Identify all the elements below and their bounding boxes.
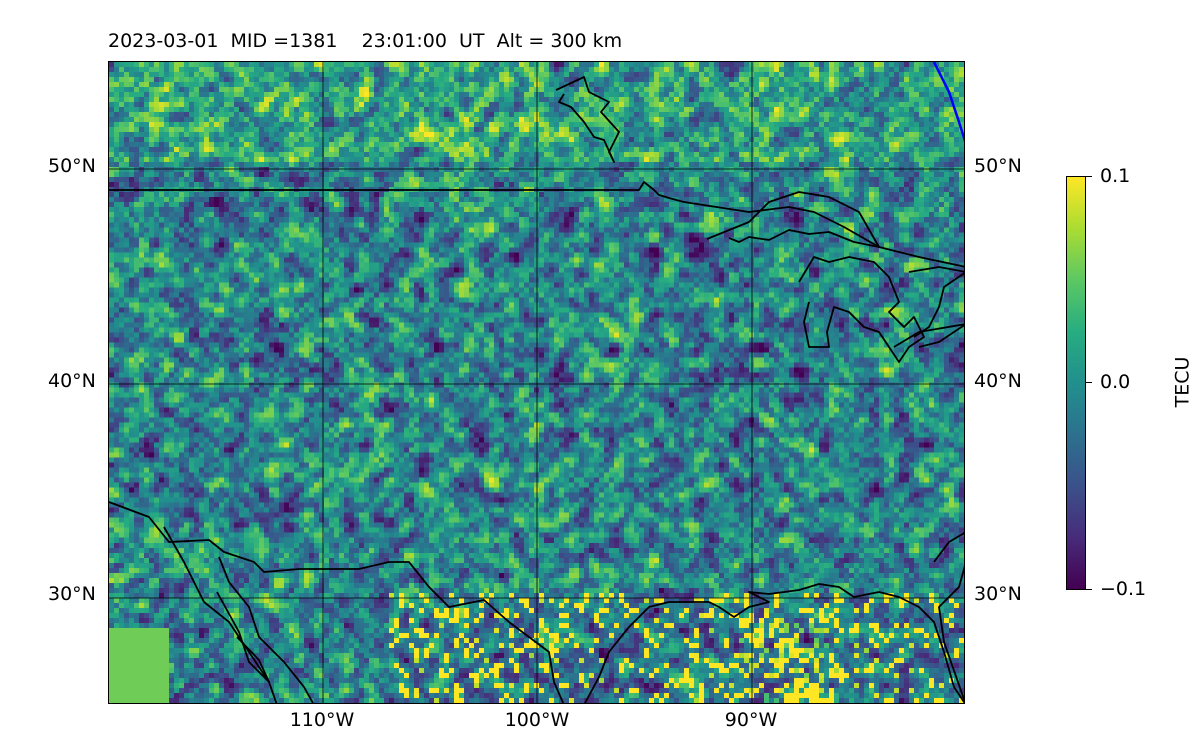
colorbar — [1066, 176, 1086, 590]
colorbar-title: TECU — [1171, 356, 1194, 408]
lake-erie — [893, 323, 964, 348]
lake-superior — [706, 191, 880, 248]
lake-huron — [908, 266, 964, 338]
coastlines — [109, 76, 964, 703]
lat-label-right-40: 40°N — [974, 370, 1022, 392]
lon-label-90w: 90°W — [724, 709, 778, 731]
colorbar-tick-max — [1086, 176, 1092, 177]
mexico-coast — [163, 526, 278, 703]
map-overlay — [109, 62, 964, 703]
baja-coast — [218, 556, 314, 703]
baja-inner — [216, 591, 270, 683]
colorbar-tick-min — [1086, 589, 1092, 590]
colorbar-label-zero: 0.0 — [1100, 371, 1131, 393]
lat-label-left-50: 50°N — [48, 155, 96, 177]
lon-label-100w: 100°W — [504, 709, 570, 731]
map-title: 2023-03-01 MID =1381 23:01:00 UT Alt = 3… — [108, 30, 623, 52]
east-coast — [938, 565, 964, 703]
lake-michigan — [798, 256, 925, 363]
blue-boundary — [932, 62, 964, 142]
gridlines — [109, 62, 964, 703]
florida-coast — [933, 532, 964, 563]
lon-label-110w: 110°W — [289, 709, 355, 731]
hudson-bay-coast — [555, 76, 620, 163]
us-canada-border — [109, 181, 964, 268]
lat-label-right-50: 50°N — [974, 155, 1022, 177]
gulf-coast-east — [584, 583, 964, 703]
colorbar-label-min: −0.1 — [1100, 578, 1147, 600]
lat-label-left-40: 40°N — [48, 370, 96, 392]
tec-map[interactable] — [108, 61, 965, 704]
lat-label-left-30: 30°N — [48, 583, 96, 605]
gulf-coast — [109, 501, 565, 703]
lat-label-right-30: 30°N — [974, 583, 1022, 605]
colorbar-label-max: 0.1 — [1100, 165, 1131, 187]
colorbar-tick-zero — [1086, 382, 1092, 383]
